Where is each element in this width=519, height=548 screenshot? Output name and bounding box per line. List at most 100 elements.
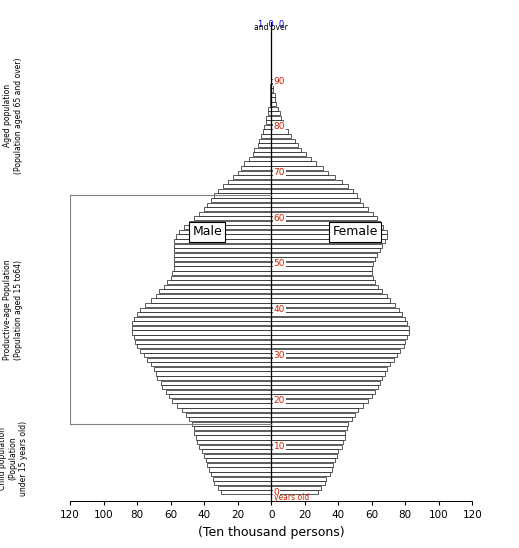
- Bar: [271, 467, 332, 471]
- Bar: [271, 134, 291, 138]
- Bar: [223, 184, 271, 189]
- Bar: [271, 107, 278, 111]
- Bar: [141, 349, 271, 353]
- Bar: [271, 139, 295, 142]
- Bar: [271, 321, 407, 326]
- Bar: [271, 248, 380, 252]
- Bar: [208, 463, 271, 467]
- Bar: [135, 340, 271, 344]
- Bar: [214, 193, 271, 197]
- Bar: [271, 440, 343, 444]
- Text: Productive-age Population
(Population aged 15 to64): Productive-age Population (Population ag…: [3, 259, 23, 360]
- Bar: [271, 403, 363, 408]
- X-axis label: (Ten thousand persons): (Ten thousand persons): [198, 526, 345, 539]
- Bar: [271, 111, 280, 115]
- Bar: [174, 266, 271, 271]
- Bar: [271, 408, 358, 412]
- Bar: [271, 180, 342, 184]
- Bar: [271, 335, 407, 339]
- Bar: [271, 431, 345, 435]
- Bar: [271, 98, 275, 101]
- Bar: [221, 490, 271, 494]
- Bar: [159, 289, 271, 293]
- Bar: [145, 303, 271, 307]
- Bar: [137, 312, 271, 316]
- Bar: [174, 262, 271, 266]
- Text: 0: 0: [274, 488, 279, 497]
- Bar: [271, 170, 328, 175]
- Bar: [268, 111, 271, 115]
- Bar: [271, 152, 306, 156]
- Bar: [271, 79, 273, 83]
- Bar: [144, 353, 271, 357]
- Bar: [271, 330, 408, 334]
- Bar: [271, 422, 348, 426]
- Bar: [271, 477, 326, 481]
- Bar: [253, 152, 271, 156]
- Bar: [266, 121, 271, 124]
- Bar: [269, 84, 271, 88]
- Bar: [189, 221, 271, 225]
- Bar: [269, 93, 271, 97]
- Bar: [271, 299, 390, 302]
- Bar: [271, 317, 405, 321]
- Bar: [147, 358, 271, 362]
- Bar: [174, 244, 271, 248]
- Bar: [271, 376, 382, 380]
- Bar: [260, 139, 271, 142]
- Bar: [271, 344, 404, 348]
- Bar: [265, 125, 271, 129]
- Bar: [177, 403, 271, 408]
- Bar: [271, 417, 352, 421]
- Bar: [132, 321, 271, 326]
- Bar: [141, 307, 271, 312]
- Bar: [271, 148, 302, 152]
- Bar: [174, 253, 271, 257]
- Bar: [212, 477, 271, 481]
- Bar: [233, 175, 271, 179]
- Bar: [271, 189, 353, 193]
- Bar: [258, 143, 271, 147]
- Bar: [271, 230, 387, 234]
- Bar: [156, 372, 271, 375]
- Bar: [271, 262, 373, 266]
- Bar: [271, 486, 321, 490]
- Bar: [271, 116, 281, 120]
- Bar: [271, 303, 395, 307]
- Text: 1  0  0: 1 0 0: [258, 20, 284, 28]
- Bar: [175, 235, 271, 238]
- Bar: [211, 198, 271, 202]
- Bar: [269, 102, 271, 106]
- Bar: [194, 216, 271, 220]
- Bar: [271, 203, 363, 207]
- Text: 50: 50: [274, 259, 285, 269]
- Bar: [217, 189, 271, 193]
- Bar: [254, 148, 271, 152]
- Text: 60: 60: [274, 214, 285, 223]
- Bar: [271, 381, 380, 385]
- Bar: [271, 449, 338, 453]
- Bar: [271, 326, 408, 330]
- Bar: [271, 307, 399, 312]
- Bar: [134, 335, 271, 339]
- Bar: [217, 486, 271, 490]
- Text: 10: 10: [274, 442, 285, 451]
- Bar: [199, 444, 271, 449]
- Bar: [271, 481, 325, 485]
- Bar: [134, 317, 271, 321]
- Bar: [202, 449, 271, 453]
- Bar: [132, 330, 271, 334]
- Text: 0: 0: [274, 488, 279, 497]
- Text: Male: Male: [193, 225, 222, 238]
- Text: 80: 80: [274, 122, 285, 132]
- Bar: [271, 162, 317, 165]
- Bar: [204, 454, 271, 458]
- Bar: [271, 157, 311, 161]
- Bar: [271, 93, 275, 97]
- Bar: [271, 129, 288, 134]
- Bar: [271, 198, 360, 202]
- Bar: [166, 390, 271, 394]
- Bar: [271, 212, 373, 216]
- Bar: [174, 248, 271, 252]
- Bar: [182, 408, 271, 412]
